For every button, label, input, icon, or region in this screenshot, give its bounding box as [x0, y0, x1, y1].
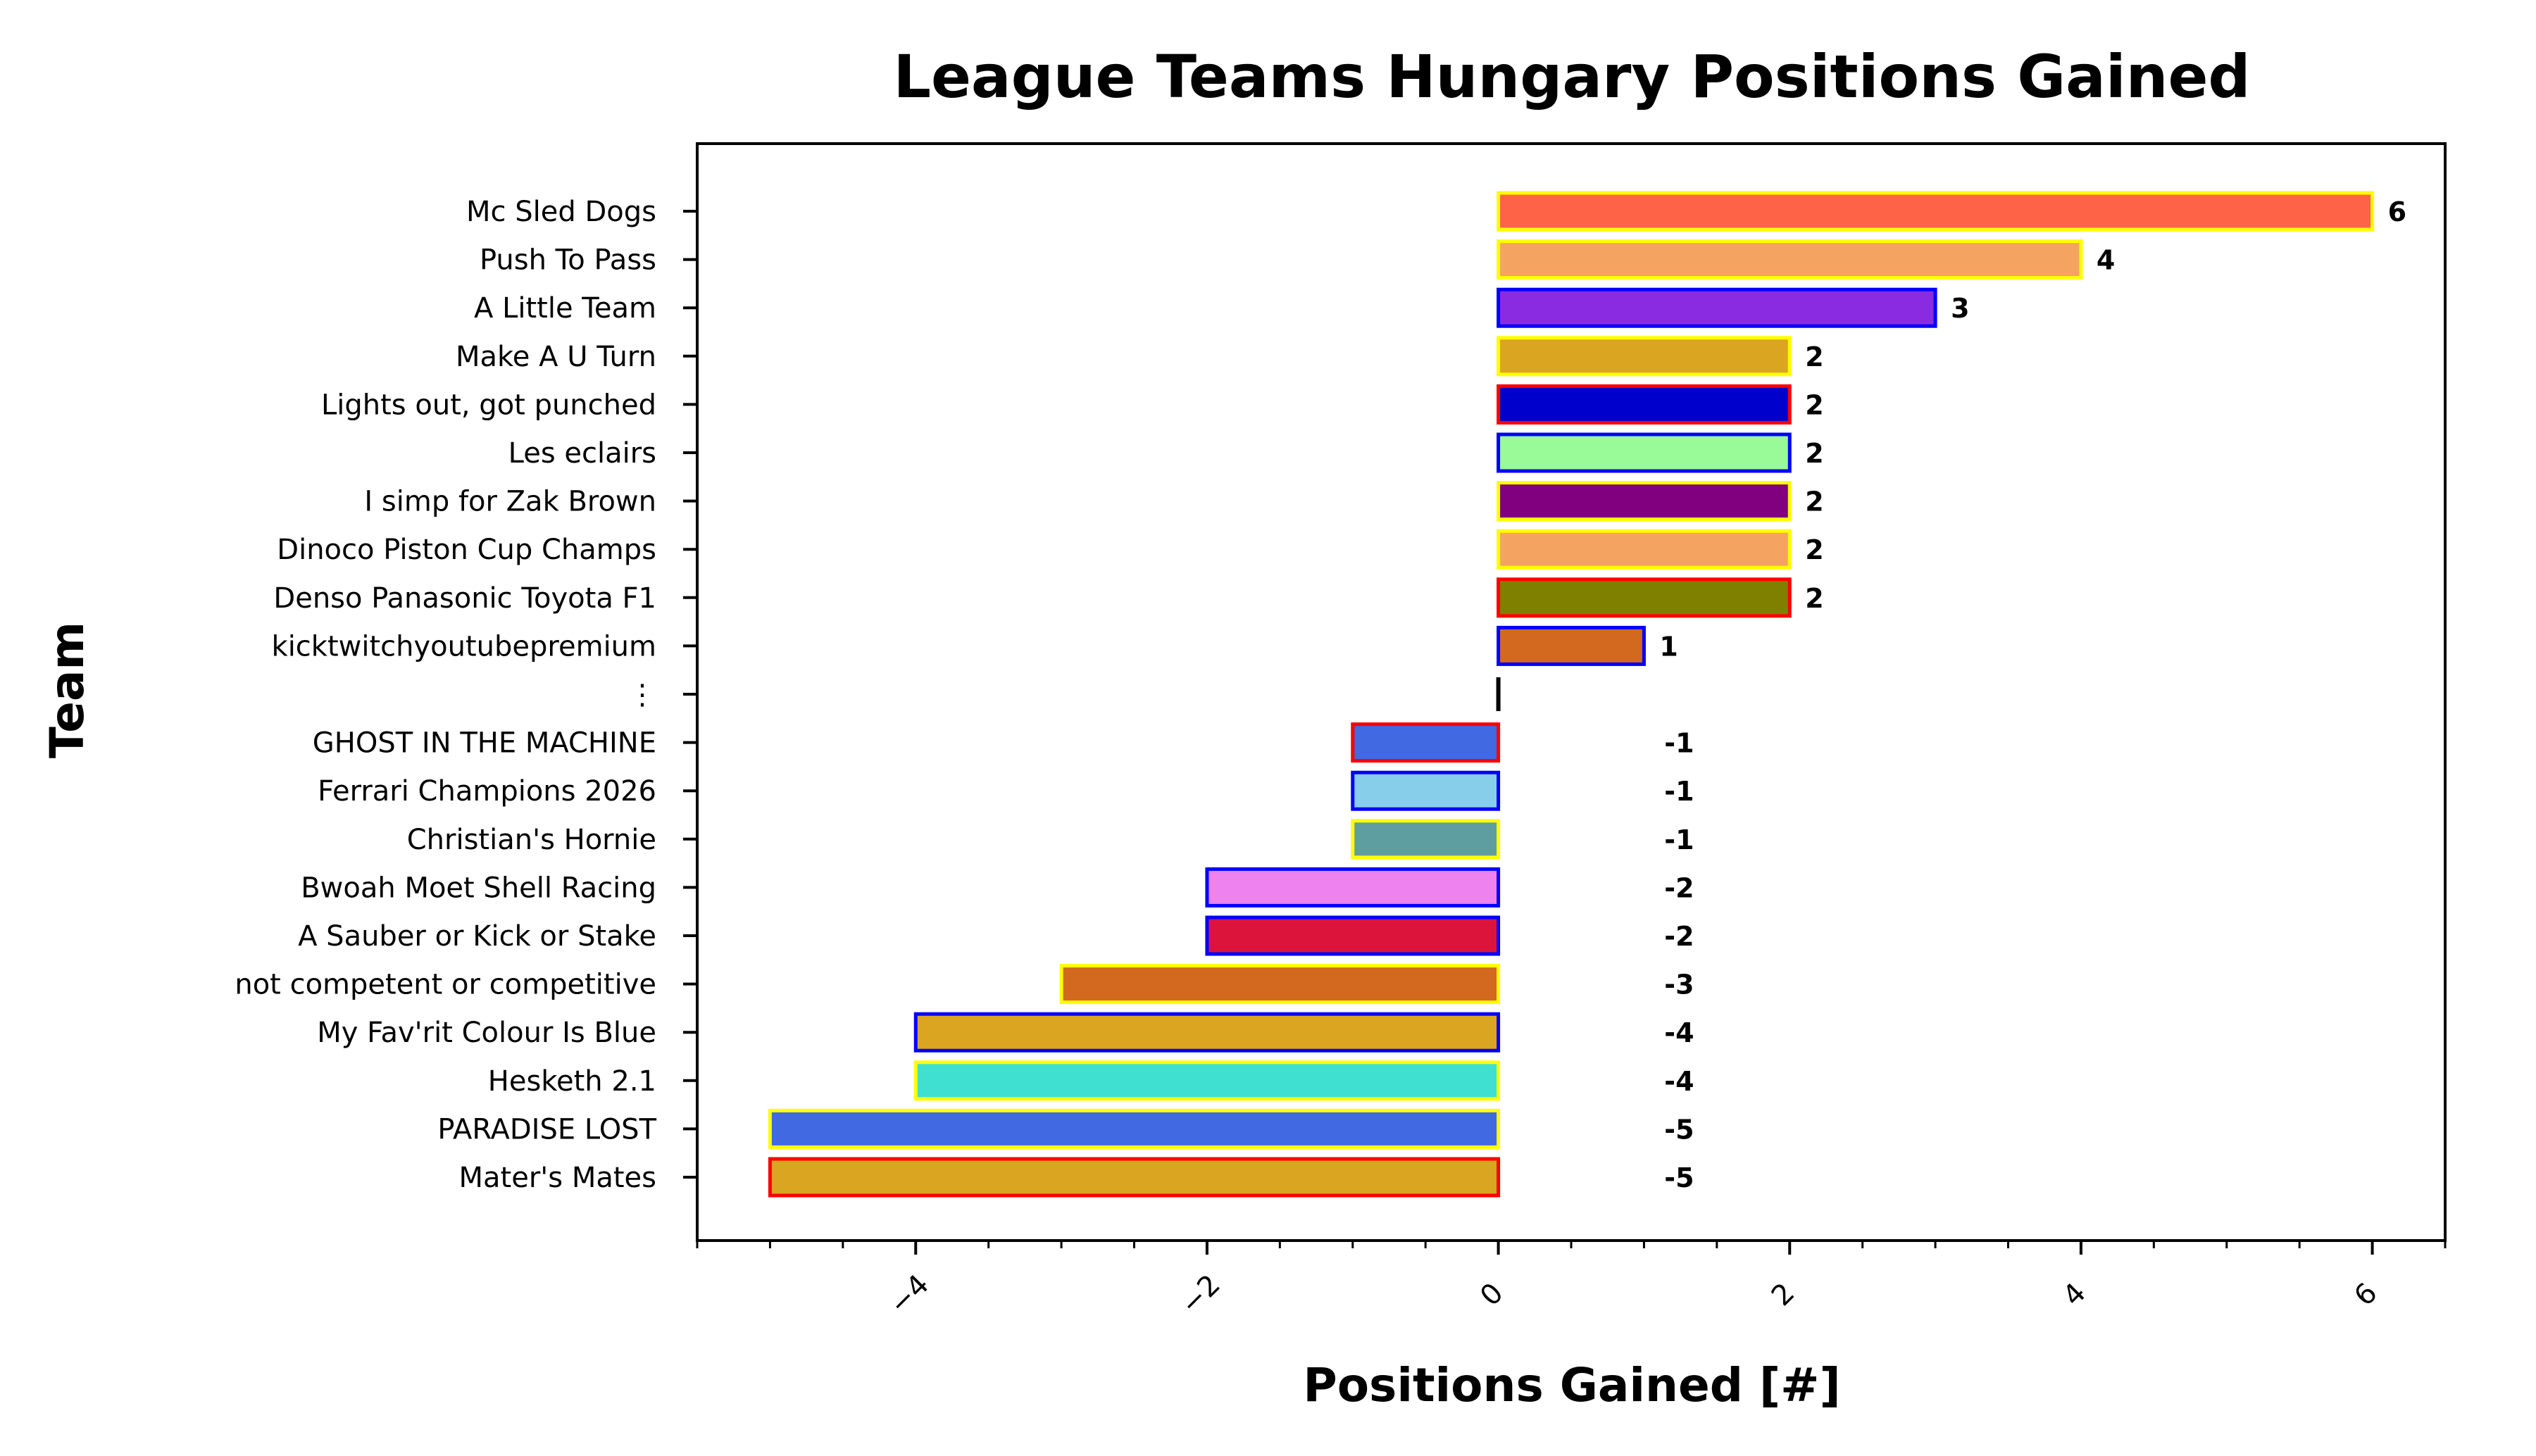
y-tick-label: Dinoco Piston Cup Champs — [277, 534, 656, 566]
y-tick-label: A Sauber or Kick or Stake — [298, 920, 656, 953]
data-label: -2 — [1664, 872, 1694, 903]
data-label: 3 — [1951, 293, 1969, 324]
bar — [1205, 915, 1501, 956]
y-tick-label: Ferrari Champions 2026 — [318, 775, 656, 808]
data-label: -1 — [1664, 776, 1694, 807]
bar — [1497, 287, 1937, 328]
bar — [1351, 722, 1501, 763]
data-label: -1 — [1664, 728, 1694, 759]
data-label: 2 — [1805, 487, 1823, 517]
data-label: -1 — [1664, 824, 1694, 855]
data-label: -5 — [1664, 1162, 1694, 1193]
bar — [1497, 529, 1792, 570]
bar — [1497, 432, 1792, 473]
data-label: 2 — [1805, 389, 1823, 420]
y-tick-label: Mater's Mates — [459, 1162, 656, 1194]
labels-layer: 6 4 3 2 2 2 2 2 2 1 -1 -1 -1 -2 -2 -3 -4 -4 -5 -5 — [1659, 196, 2406, 1193]
y-tick-label: My Fav'rit Colour Is Blue — [317, 1017, 656, 1049]
data-label: 6 — [2388, 196, 2406, 227]
bar — [1351, 819, 1501, 860]
bar — [1497, 336, 1792, 377]
y-tick-label: kicktwitchyoutubepremium — [272, 630, 656, 663]
data-label: -4 — [1664, 1017, 1694, 1048]
data-label: 2 — [1805, 534, 1823, 565]
x-axis-label: Positions Gained [#] — [1303, 1358, 1840, 1412]
data-label: 2 — [1805, 583, 1823, 614]
y-tick-label: Make A U Turn — [456, 341, 656, 373]
bars-layer — [768, 191, 2375, 1198]
y-tick-label: Les eclairs — [508, 437, 656, 470]
y-tick-label: Bwoah Moet Shell Racing — [301, 872, 656, 904]
data-label: -3 — [1664, 969, 1694, 1000]
y-tick-label: Hesketh 2.1 — [488, 1065, 656, 1098]
y-tick-label: Push To Pass — [480, 244, 656, 277]
y-tick-label: ⋮ — [628, 679, 656, 711]
y-tick-label: GHOST IN THE MACHINE — [313, 727, 656, 760]
data-label: 2 — [1805, 341, 1823, 372]
bar — [768, 1108, 1501, 1149]
y-tick-label: I simp for Zak Brown — [364, 486, 656, 518]
bar — [913, 1060, 1501, 1101]
bar — [1497, 577, 1792, 618]
bar — [1497, 191, 2375, 232]
bar — [1497, 481, 1792, 522]
y-tick-label: Denso Panasonic Toyota F1 — [273, 582, 656, 615]
data-label: 1 — [1659, 631, 1678, 662]
bar — [1351, 770, 1501, 811]
data-label: -2 — [1664, 921, 1694, 952]
bar — [1497, 384, 1792, 425]
y-tick-label: Lights out, got punched — [321, 389, 656, 421]
y-tick-label: Christian's Hornie — [407, 824, 656, 856]
data-label: 2 — [1805, 438, 1823, 469]
bar — [1205, 867, 1501, 908]
bar — [913, 1012, 1501, 1053]
plot-frame — [696, 142, 2447, 1242]
y-tick-label: Mc Sled Dogs — [466, 196, 656, 228]
bar — [1497, 625, 1646, 666]
y-axis-label: Team — [40, 622, 94, 758]
data-label: 4 — [2097, 245, 2115, 276]
data-label: -4 — [1664, 1066, 1694, 1097]
y-tick-label: not competent or competitive — [235, 969, 656, 1001]
y-tick-label: PARADISE LOST — [437, 1113, 656, 1146]
chart-title: League Teams Hungary Positions Gained — [893, 42, 2250, 111]
data-label: -5 — [1664, 1114, 1694, 1145]
bar — [1059, 964, 1501, 1005]
bar — [1497, 239, 2083, 280]
y-tick-label: A Little Team — [474, 292, 656, 325]
bar — [768, 1157, 1501, 1198]
